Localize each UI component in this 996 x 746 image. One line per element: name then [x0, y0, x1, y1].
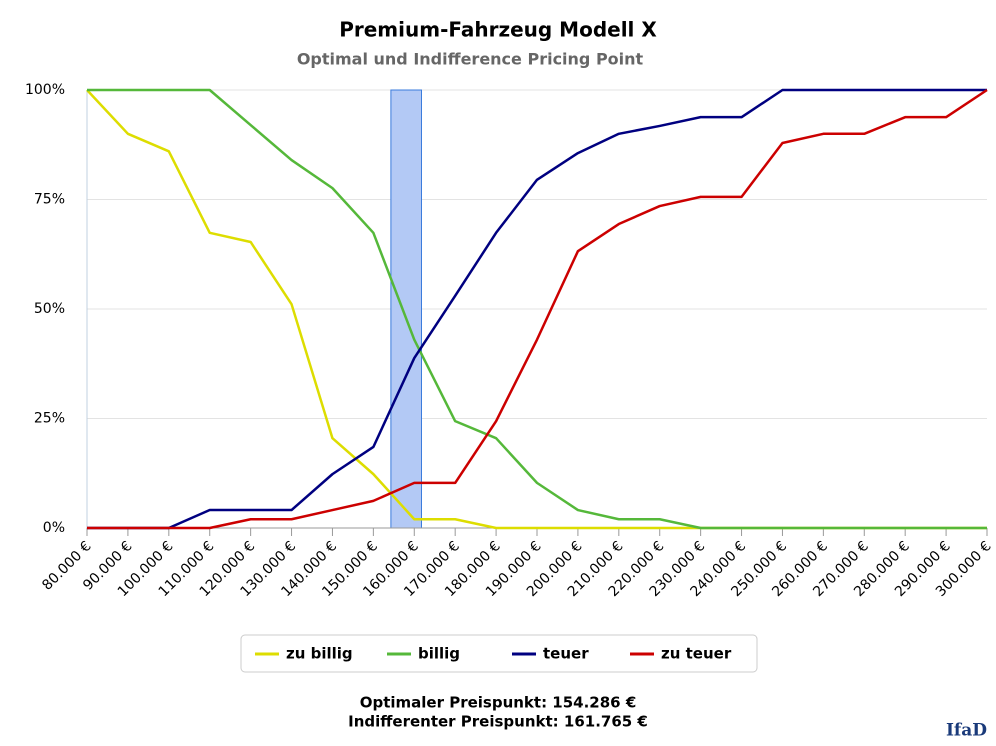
note: Optimaler Preispunkt: 154.286 € — [360, 694, 637, 712]
y-tick-label: 0% — [43, 520, 65, 536]
y-tick-label: 25% — [34, 411, 65, 427]
chart-title: Premium-Fahrzeug Modell X — [339, 18, 657, 42]
y-tick-label: 100% — [25, 82, 65, 98]
logo: IfaD — [946, 721, 987, 741]
series-line — [87, 88, 987, 530]
legend-label: teuer — [543, 645, 589, 663]
legend-label: zu teuer — [661, 645, 732, 663]
chart-subtitle: Optimal und Indifference Pricing Point — [297, 50, 644, 69]
note: Indifferenter Preispunkt: 161.765 € — [348, 713, 648, 731]
legend-box — [240, 634, 758, 673]
series-line — [87, 88, 988, 530]
legend-label: billig — [418, 645, 460, 663]
legend-label: zu billig — [286, 645, 353, 663]
series-line — [87, 88, 987, 530]
y-tick-label: 50% — [34, 301, 65, 317]
y-tick-label: 75% — [34, 192, 65, 208]
price-band — [390, 89, 422, 529]
